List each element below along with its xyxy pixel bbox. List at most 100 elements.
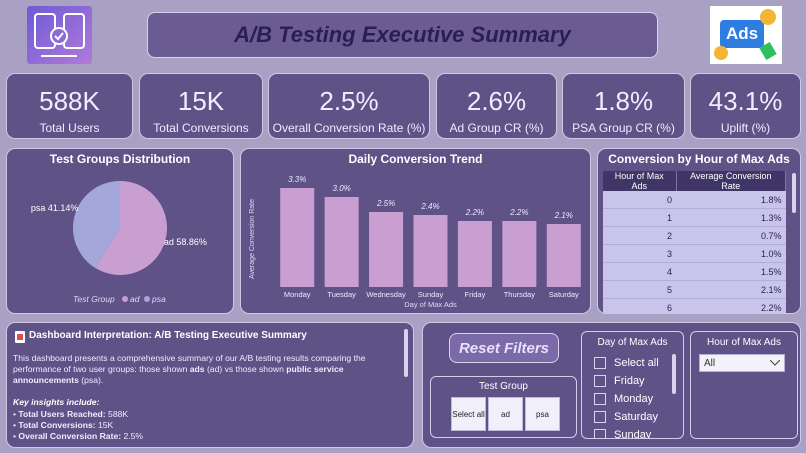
insight-value: 588K xyxy=(108,409,129,419)
legend-label: ad xyxy=(130,294,140,304)
coin xyxy=(760,9,776,25)
kpi-label: Total Conversions xyxy=(153,121,249,135)
table-cell: 0 xyxy=(603,191,677,209)
checkbox-option[interactable]: Monday xyxy=(594,390,659,408)
kpi-card: 588K Total Users xyxy=(6,73,133,139)
checkbox xyxy=(594,393,606,405)
bar-value-label: 2.2% xyxy=(465,208,484,217)
day-slicer: Day of Max Ads Select all Friday Monday Sat… xyxy=(581,331,684,439)
kpi-label: Ad Group CR (%) xyxy=(449,121,544,135)
insight-value: 15K xyxy=(98,420,114,430)
scrollbar[interactable] xyxy=(404,329,408,377)
pie-slice xyxy=(95,181,167,275)
slicer-button[interactable]: ad xyxy=(488,397,523,431)
bar xyxy=(413,215,448,287)
option-label: Monday xyxy=(614,393,654,405)
option-label: Sunday xyxy=(614,429,652,439)
legend-swatch xyxy=(122,296,128,302)
dropdown-value: All xyxy=(704,358,716,369)
slice-category: psa xyxy=(31,203,46,213)
option-label: Select all xyxy=(614,357,659,369)
kpi-card: 15K Total Conversions xyxy=(139,73,263,139)
bar xyxy=(280,188,315,287)
bar-value-label: 2.1% xyxy=(554,211,573,220)
slicer-title: Test Group xyxy=(479,381,528,392)
checkbox-option[interactable]: Friday xyxy=(594,372,659,390)
coin xyxy=(714,46,728,60)
pie-panel: Test Groups Distribution ad 58.86% psa 41… xyxy=(6,148,234,314)
kpi-card: 2.5% Overall Conversion Rate (%) xyxy=(268,73,430,139)
kpi-card: 2.6% Ad Group CR (%) xyxy=(436,73,557,139)
paragraph-segment: public service announcements xyxy=(13,364,344,385)
insight-item: • Total Users Reached: 588K xyxy=(13,409,129,419)
header-row: Hour of Max Ads Average Conversion Rate xyxy=(603,171,787,191)
bar xyxy=(502,221,537,287)
reset-button[interactable]: Reset Filters xyxy=(449,333,559,363)
option-label: Saturday xyxy=(614,411,659,423)
insight-label: Total Conversions: xyxy=(18,420,96,430)
kpi-value: 1.8% xyxy=(593,86,654,116)
slicer-title: Hour of Max Ads xyxy=(707,337,781,348)
kpi-label: Total Users xyxy=(39,121,100,135)
checkbox xyxy=(594,357,606,369)
column-header: Average Conversion Rate xyxy=(676,171,787,191)
paragraph-segment: This dashboard presents a comprehensive … xyxy=(13,353,366,374)
slicer-button[interactable]: psa xyxy=(525,397,560,431)
table-cell: 5 xyxy=(603,280,677,299)
day-options: Select all Friday Monday Saturday Sunday xyxy=(594,354,659,439)
insight-label: Total Users Reached: xyxy=(18,409,106,419)
x-tick-label: Saturday xyxy=(549,290,579,299)
scrollbar[interactable] xyxy=(672,354,676,394)
kpi-label: PSA Group CR (%) xyxy=(572,121,675,135)
panel-title: Conversion by Hour of Max Ads xyxy=(608,152,790,166)
insights-list: • Total Users Reached: 588K • Total Conve… xyxy=(13,409,143,442)
insight-item: • Overall Conversion Rate: 2.5% xyxy=(13,431,144,441)
option-label: Friday xyxy=(614,375,645,387)
table-panel: Conversion by Hour of Max Ads Hour of Ma… xyxy=(597,148,801,314)
y-axis-label: Average Conversion Rate xyxy=(249,199,256,279)
x-tick-label: Wednesday xyxy=(366,290,406,299)
x-tick-label: Monday xyxy=(284,290,311,299)
legend-label: psa xyxy=(151,294,166,304)
ab-icon xyxy=(27,6,92,64)
bar-value-label: 2.5% xyxy=(376,199,395,208)
checkbox xyxy=(594,429,606,438)
doc-icon xyxy=(15,331,25,343)
bar xyxy=(324,197,359,287)
panel-title: Test Groups Distribution xyxy=(49,152,191,166)
slice-label: psa 41.14% xyxy=(31,203,79,213)
column-header: Hour of Max Ads xyxy=(603,171,677,191)
x-axis-label: Day of Max Ads xyxy=(404,300,457,309)
checkbox xyxy=(594,411,606,423)
table-row: 1 1.3% xyxy=(603,208,786,227)
scrollbar[interactable] xyxy=(792,173,796,213)
table-row: 0 1.8% xyxy=(603,191,786,209)
ads-icon-text: Ads xyxy=(720,20,764,48)
kpi-label: Uplift (%) xyxy=(720,121,771,135)
bar-chart: 3.3% Monday 3.0% Tuesday 2.5% Wednesday 2.4% Su… xyxy=(249,175,581,309)
table-cell: 6 xyxy=(603,298,677,313)
slice-category: ad xyxy=(164,237,174,247)
table-cell: 2.1% xyxy=(676,280,786,299)
x-tick-label: Thursday xyxy=(504,290,536,299)
checkbox xyxy=(594,375,606,387)
slice-value: 58.86% xyxy=(176,237,207,247)
bar-value-label: 3.0% xyxy=(333,184,351,193)
paragraph-segment: (psa). xyxy=(78,375,104,385)
interpretation-title: Dashboard Interpretation: A/B Testing Ex… xyxy=(29,330,307,341)
slicer-button[interactable]: Select all xyxy=(451,397,486,431)
checkbox-option[interactable]: Select all xyxy=(594,354,659,372)
checkbox-option[interactable]: Sunday xyxy=(594,426,659,439)
ads-icon: Ads xyxy=(710,6,782,64)
insight-label: Overall Conversion Rate: xyxy=(18,431,122,441)
checkbox-option[interactable]: Saturday xyxy=(594,408,659,426)
slice-label: ad 58.86% xyxy=(164,237,207,247)
paragraph: This dashboard presents a comprehensive … xyxy=(13,353,403,386)
paragraph-segment: (ad) vs those shown xyxy=(204,364,287,374)
pie-chart: ad 58.86% psa 41.14% Test Group ad psa xyxy=(31,181,207,304)
kpi-value: 2.6% xyxy=(466,86,527,116)
chevron xyxy=(770,360,780,366)
slice-value: 41.14% xyxy=(48,203,79,213)
hour-dropdown[interactable]: All xyxy=(699,354,785,372)
